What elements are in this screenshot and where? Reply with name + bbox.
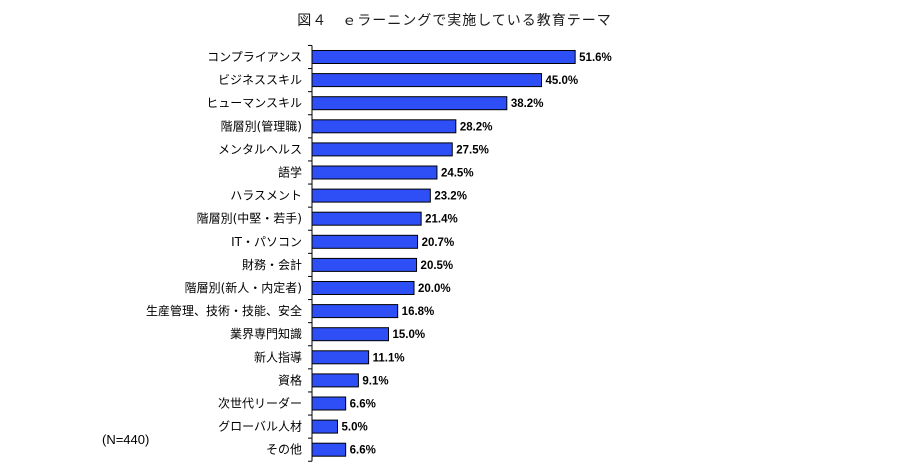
category-label: 資格 [278,372,302,387]
bar [311,142,453,157]
value-label: 51.6% [579,52,612,64]
value-label: 23.2% [434,191,467,203]
category-label: 階層別(中堅・若手) [197,211,302,226]
value-label: 28.2% [460,121,493,133]
value-label: 24.5% [441,168,474,180]
category-label: 語学 [278,165,302,180]
bars-group: コンプライアンス 51.6% ビジネススキル 45.0% ヒューマンスキル 38.2% 階層… [146,44,612,462]
value-label: 5.0% [342,422,368,434]
category-label: ビジネススキル [218,73,302,87]
category-label: グローバル人材 [218,420,302,434]
category-label: ヒューマンスキル [206,96,302,110]
bar [311,419,338,434]
category-label: その他 [266,443,302,457]
category-label: メンタルヘルス [218,142,302,156]
bar [311,96,508,111]
category-label: ハラスメント [230,189,302,203]
bar [311,257,418,272]
bar [311,234,419,249]
value-label: 20.7% [422,237,455,249]
value-label: 15.0% [393,329,426,341]
bar [311,442,347,457]
category-label: 財務・会計 [242,257,302,272]
value-label: 16.8% [402,306,435,318]
bar [311,396,347,411]
value-label: 21.4% [425,214,458,226]
category-label: 業界専門知識 [230,327,302,341]
sample-size-note: (N=440) [102,432,150,447]
value-label: 6.6% [350,399,376,411]
category-label: 新人指導 [254,349,302,364]
bar [311,73,542,88]
bar [311,373,359,388]
value-label: 20.5% [421,260,454,272]
value-label: 38.2% [511,98,544,110]
bar [311,327,389,342]
bar [311,188,431,203]
value-label: 11.1% [373,352,405,364]
value-label: 45.0% [546,75,579,87]
category-label: 階層別(新人・内定者) [185,280,302,295]
category-label: 階層別(管理職) [221,118,302,133]
chart-title: 図４ ｅラーニングで実施している教育テーマ [297,13,612,29]
value-label: 20.0% [418,283,451,295]
bar [311,350,370,365]
bar [311,211,422,226]
category-label: 生産管理、技術・技能、安全 [146,303,302,318]
category-label: コンプライアンス [207,50,302,64]
bar [311,50,576,64]
value-label: 9.1% [362,375,388,387]
bar [311,304,399,319]
value-label: 6.6% [350,445,376,457]
value-label: 27.5% [456,144,489,156]
category-label: 次世代リーダー [218,396,302,411]
category-label: IT・パソコン [231,235,302,249]
bar [311,281,415,295]
bar [311,119,457,134]
bar [311,165,438,180]
